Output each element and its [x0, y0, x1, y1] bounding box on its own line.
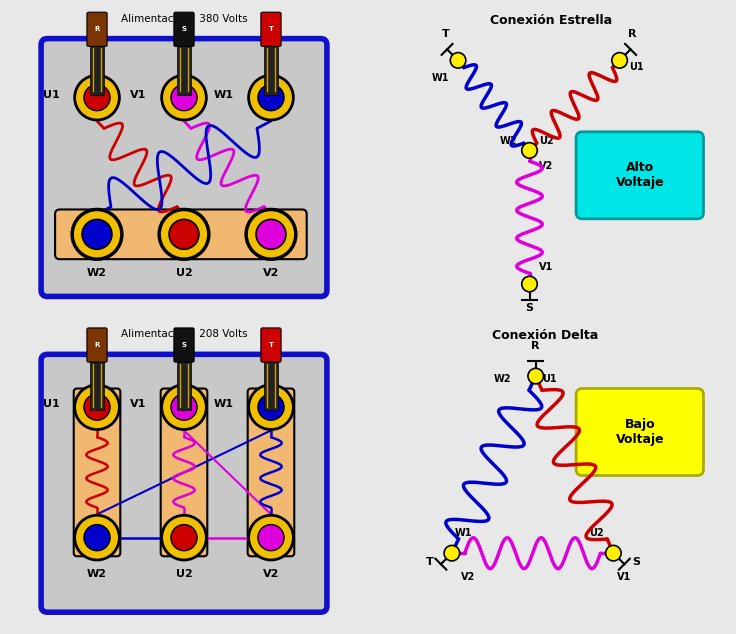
FancyBboxPatch shape — [576, 389, 704, 476]
Text: U2: U2 — [590, 527, 604, 538]
Circle shape — [169, 219, 199, 249]
Text: V1: V1 — [130, 89, 146, 100]
Text: W2: W2 — [500, 136, 517, 146]
Text: U2: U2 — [176, 269, 192, 278]
Circle shape — [522, 276, 537, 292]
Circle shape — [84, 394, 110, 420]
FancyBboxPatch shape — [87, 12, 107, 46]
Circle shape — [522, 143, 537, 158]
Circle shape — [82, 219, 112, 249]
Text: U2: U2 — [539, 136, 553, 146]
Text: V1: V1 — [617, 572, 631, 582]
Text: W1: W1 — [455, 527, 473, 538]
FancyBboxPatch shape — [264, 45, 278, 94]
Text: R: R — [628, 29, 637, 39]
Text: S: S — [182, 342, 186, 348]
Circle shape — [612, 53, 627, 68]
Circle shape — [74, 385, 119, 429]
Text: V2: V2 — [263, 569, 279, 579]
Circle shape — [249, 75, 294, 120]
Text: U1: U1 — [629, 61, 643, 72]
Text: V2: V2 — [461, 572, 475, 582]
Circle shape — [246, 209, 296, 259]
Text: Alimentación   380 Volts: Alimentación 380 Volts — [121, 14, 247, 23]
FancyBboxPatch shape — [264, 361, 278, 410]
Text: T: T — [269, 26, 274, 32]
Text: W1: W1 — [213, 89, 234, 100]
Text: V1: V1 — [539, 262, 553, 271]
Text: R: R — [94, 342, 99, 348]
Circle shape — [249, 515, 294, 560]
Circle shape — [159, 209, 209, 259]
Circle shape — [171, 524, 197, 551]
FancyBboxPatch shape — [87, 328, 107, 362]
Text: W1: W1 — [431, 73, 449, 83]
FancyBboxPatch shape — [174, 12, 194, 46]
Text: W1: W1 — [213, 399, 234, 409]
Text: V1: V1 — [130, 399, 146, 409]
Text: U1: U1 — [542, 374, 556, 384]
Text: T: T — [269, 342, 274, 348]
Text: W2: W2 — [87, 569, 107, 579]
Circle shape — [256, 219, 286, 249]
Text: Bajo
Voltaje: Bajo Voltaje — [615, 418, 664, 446]
Text: W2: W2 — [493, 374, 511, 384]
Circle shape — [84, 84, 110, 111]
Circle shape — [171, 394, 197, 420]
Circle shape — [606, 545, 621, 561]
Text: Alimentación   208 Volts: Alimentación 208 Volts — [121, 330, 247, 339]
Text: Conexión Delta: Conexión Delta — [492, 330, 598, 342]
Circle shape — [72, 209, 122, 259]
FancyBboxPatch shape — [41, 354, 327, 612]
Circle shape — [528, 368, 543, 384]
Circle shape — [444, 545, 459, 561]
Circle shape — [74, 75, 119, 120]
Text: Conexión Estrella: Conexión Estrella — [490, 14, 612, 27]
FancyBboxPatch shape — [261, 328, 281, 362]
Text: R: R — [94, 26, 99, 32]
Circle shape — [258, 524, 284, 551]
Text: R: R — [531, 341, 540, 351]
FancyBboxPatch shape — [41, 39, 327, 297]
Circle shape — [450, 53, 466, 68]
Text: V2: V2 — [539, 161, 553, 171]
Circle shape — [162, 385, 206, 429]
FancyBboxPatch shape — [261, 12, 281, 46]
Text: U1: U1 — [43, 89, 60, 100]
FancyBboxPatch shape — [177, 361, 191, 410]
Text: U1: U1 — [43, 399, 60, 409]
FancyBboxPatch shape — [160, 389, 208, 556]
FancyBboxPatch shape — [90, 361, 104, 410]
FancyBboxPatch shape — [174, 328, 194, 362]
Circle shape — [162, 515, 206, 560]
Text: U2: U2 — [176, 569, 192, 579]
Circle shape — [162, 75, 206, 120]
Circle shape — [258, 394, 284, 420]
Circle shape — [249, 385, 294, 429]
Text: S: S — [632, 557, 640, 567]
Circle shape — [258, 84, 284, 111]
Circle shape — [84, 524, 110, 551]
FancyBboxPatch shape — [177, 45, 191, 94]
Text: Alto
Voltaje: Alto Voltaje — [615, 161, 664, 190]
FancyBboxPatch shape — [576, 132, 704, 219]
Text: T: T — [425, 557, 434, 567]
FancyBboxPatch shape — [55, 209, 307, 259]
Text: V2: V2 — [263, 269, 279, 278]
FancyBboxPatch shape — [74, 389, 120, 556]
Text: S: S — [526, 302, 534, 313]
Circle shape — [74, 515, 119, 560]
FancyBboxPatch shape — [90, 45, 104, 94]
Text: S: S — [182, 26, 186, 32]
FancyBboxPatch shape — [248, 389, 294, 556]
Text: W2: W2 — [87, 269, 107, 278]
Text: T: T — [442, 29, 450, 39]
Circle shape — [171, 84, 197, 111]
